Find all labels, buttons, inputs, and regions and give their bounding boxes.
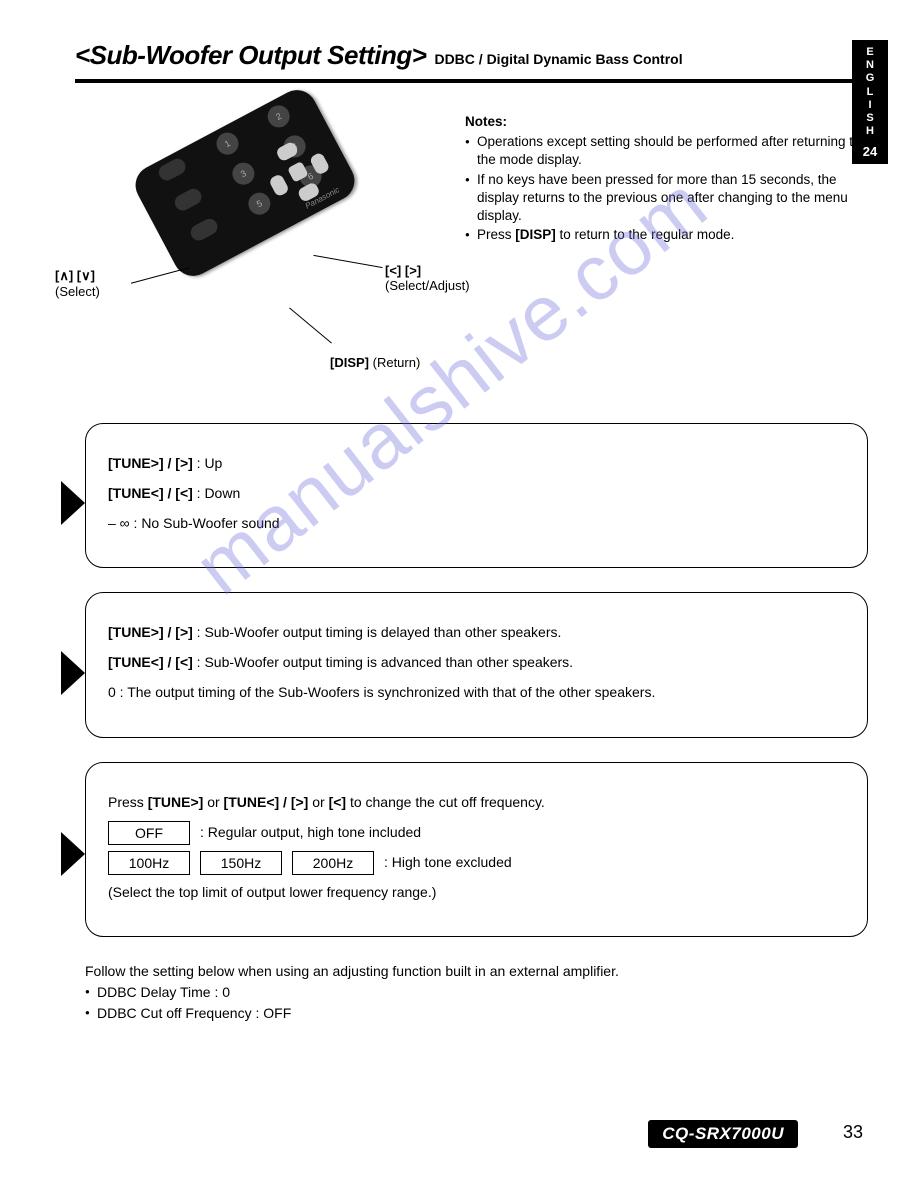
lang-letter: S <box>852 112 888 125</box>
freq-hz-desc: : High tone excluded <box>384 851 512 875</box>
footer-item: DDBC Cut off Frequency : OFF <box>85 1003 868 1024</box>
key-tune-up: [TUNE>] / [>] <box>108 624 193 640</box>
note-item: If no keys have been pressed for more th… <box>465 171 868 226</box>
label-select-updown: [∧] [∨] <box>55 268 95 283</box>
desc-up: : Up <box>193 455 223 471</box>
notes-title: Notes: <box>465 113 868 131</box>
key-left: [<] <box>329 794 347 810</box>
notes-block: Notes: Operations except setting should … <box>465 103 868 373</box>
cutoff-note: (Select the top limit of output lower fr… <box>108 881 845 905</box>
model-badge: CQ-SRX7000U <box>648 1120 798 1148</box>
label-select-leftright: [<] [>] <box>385 263 421 278</box>
page-number: 33 <box>843 1122 863 1143</box>
lang-letter: E <box>852 46 888 59</box>
key-tune-up: [TUNE>] <box>148 794 204 810</box>
key-tune-down: [TUNE<] / [<] <box>108 654 193 670</box>
lang-letter: N <box>852 59 888 72</box>
label-select-updown-sub: (Select) <box>55 284 100 299</box>
continuation-arrow-icon <box>61 832 85 876</box>
continuation-arrow-icon <box>61 651 85 695</box>
lang-letter: I <box>852 99 888 112</box>
header-rule <box>75 79 868 83</box>
lang-letter: G <box>852 72 888 85</box>
freq-option-150: 150Hz <box>200 851 282 875</box>
key-tune-combo: [TUNE<] / [>] <box>224 794 309 810</box>
desc-down: : Down <box>193 485 240 501</box>
note-item: Operations except setting should be perf… <box>465 133 868 169</box>
desc-no-sound: – ∞ : No Sub-Woofer sound <box>108 512 845 536</box>
footer-intro: Follow the setting below when using an a… <box>85 961 868 982</box>
box-cutoff: Press [TUNE>] or [TUNE<] / [>] or [<] to… <box>85 762 868 938</box>
page-title: <Sub-Woofer Output Setting> <box>75 40 426 71</box>
box-delay: [TUNE>] / [>] : Sub-Woofer output timing… <box>85 592 868 737</box>
continuation-arrow-icon <box>61 481 85 525</box>
remote-diagram: 12 34 56 Panasonic [∧] [∨] (Select) [<] … <box>75 103 435 373</box>
cutoff-intro-pre: Press <box>108 794 148 810</box>
lang-letter: L <box>852 86 888 99</box>
key-tune-down: [TUNE<] / [<] <box>108 485 193 501</box>
freq-off-desc: : Regular output, high tone included <box>200 821 421 845</box>
note-item: Press [DISP] to return to the regular mo… <box>465 226 868 244</box>
desc-delayed: : Sub-Woofer output timing is delayed th… <box>193 624 562 640</box>
freq-option-200: 200Hz <box>292 851 374 875</box>
label-disp: [DISP] <box>330 355 369 370</box>
label-disp-sub: (Return) <box>373 355 421 370</box>
remote-body: 12 34 56 Panasonic <box>129 83 362 283</box>
key-tune-up: [TUNE>] / [>] <box>108 455 193 471</box>
desc-advanced: : Sub-Woofer output timing is advanced t… <box>193 654 573 670</box>
footer-item: DDBC Delay Time : 0 <box>85 982 868 1003</box>
footer-note: Follow the setting below when using an a… <box>85 961 868 1024</box>
desc-sync: 0 : The output timing of the Sub-Woofers… <box>108 681 845 705</box>
label-select-leftright-sub: (Select/Adjust) <box>385 278 470 293</box>
freq-option-off: OFF <box>108 821 190 845</box>
page-subtitle: DDBC / Digital Dynamic Bass Control <box>434 51 682 67</box>
cutoff-intro-post: to change the cut off frequency. <box>346 794 545 810</box>
freq-option-100: 100Hz <box>108 851 190 875</box>
box-level: [TUNE>] / [>] : Up [TUNE<] / [<] : Down … <box>85 423 868 568</box>
